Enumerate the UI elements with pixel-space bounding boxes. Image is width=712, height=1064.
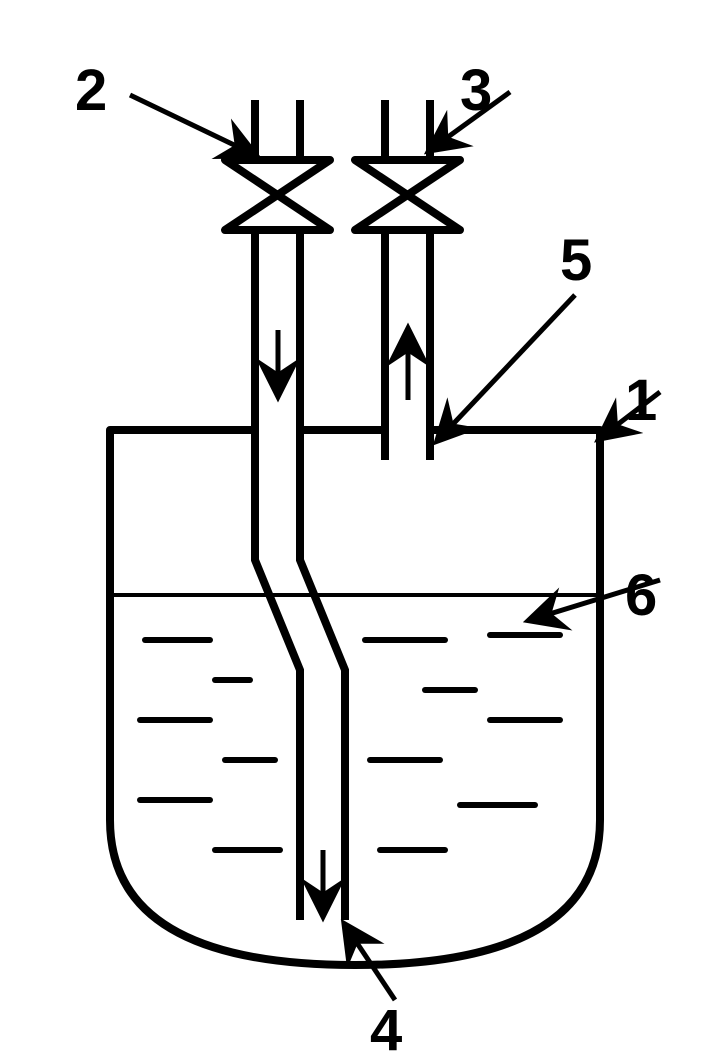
callout-5-label: 5 xyxy=(560,228,592,293)
callout-1-label: 1 xyxy=(625,368,657,433)
vessel-outline xyxy=(110,430,600,965)
callout-5-leader xyxy=(438,295,575,440)
apparatus-diagram: 1 2 3 4 5 6 xyxy=(0,0,712,1064)
outlet-valve-icon xyxy=(355,160,460,230)
inlet-valve-icon xyxy=(225,160,330,230)
callout-2-leader xyxy=(130,95,255,155)
inlet-pipe-right-wall xyxy=(300,230,345,920)
callout-2-label: 2 xyxy=(75,58,107,123)
callout-3-label: 3 xyxy=(460,58,492,123)
callout-4-label: 4 xyxy=(370,998,402,1063)
callout-6-label: 6 xyxy=(625,563,657,628)
